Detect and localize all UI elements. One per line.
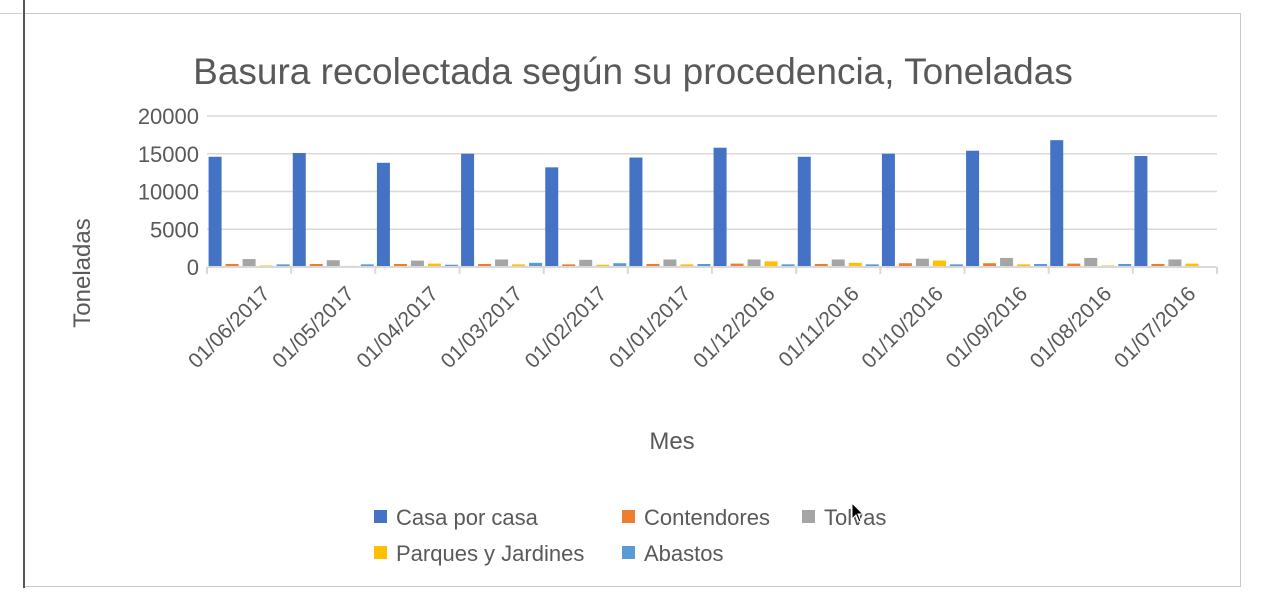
bar [1168, 259, 1182, 267]
bar [276, 264, 290, 267]
bar [1185, 263, 1199, 267]
x-tick-label: 01/06/2017 [184, 282, 275, 373]
bar [1034, 263, 1048, 267]
bar [292, 152, 306, 267]
x-axis-label: Mes [649, 428, 694, 455]
x-tick-label: 01/02/2017 [521, 282, 612, 373]
bar [242, 259, 256, 267]
bar [865, 264, 879, 267]
x-axis-tick-labels: 01/06/201701/05/201701/04/201701/03/2017… [184, 282, 1200, 373]
bar [529, 262, 543, 267]
bar [848, 262, 862, 267]
y-tick-label: 15000 [138, 142, 199, 167]
bar [1084, 257, 1098, 267]
x-axis [206, 266, 1218, 274]
bar [1017, 264, 1031, 267]
bar [713, 147, 727, 267]
bar [512, 264, 526, 267]
bar [814, 263, 828, 267]
bar [730, 263, 744, 267]
bar [461, 153, 475, 267]
legend-label: Casa por casa [396, 505, 539, 530]
bar [831, 259, 845, 267]
bar [966, 150, 980, 267]
x-tick-label: 01/01/2017 [605, 282, 696, 373]
x-tick-label: 01/05/2017 [268, 282, 359, 373]
bar [393, 263, 407, 267]
bar [764, 261, 778, 267]
x-tick-label: 01/09/2016 [942, 282, 1033, 373]
legend-swatch [622, 510, 635, 523]
bar [797, 156, 811, 267]
sheet-gridline [0, 13, 22, 14]
legend-swatch [622, 546, 635, 559]
bar [427, 263, 441, 267]
bar [680, 264, 694, 267]
bar [410, 260, 424, 267]
x-tick-label: 01/12/2016 [689, 282, 780, 373]
bar [360, 264, 374, 267]
bar [1151, 263, 1165, 267]
bar [495, 259, 509, 267]
y-axis-label: Toneladas [69, 218, 96, 327]
bar [545, 167, 559, 267]
gridlines [207, 115, 1217, 230]
bar [1050, 140, 1064, 267]
chart-svg: Basura recolectada según su procedencia,… [69, 51, 1218, 566]
y-tick-label: 0 [187, 255, 199, 280]
bar [444, 264, 458, 267]
x-tick-label: 01/08/2016 [1026, 282, 1117, 373]
sheet-left-border [23, 0, 25, 588]
bar [646, 263, 660, 267]
bar [629, 157, 643, 267]
bar [613, 263, 627, 267]
legend-label: Abastos [644, 541, 724, 566]
bar [697, 263, 711, 267]
x-tick-label: 01/04/2017 [352, 282, 443, 373]
y-tick-label: 20000 [138, 104, 199, 129]
bar [1067, 263, 1081, 267]
x-tick-label: 01/11/2016 [774, 282, 863, 371]
legend-swatch [802, 510, 815, 523]
x-tick-label: 01/03/2017 [437, 282, 528, 373]
legend-swatch [374, 546, 387, 559]
x-tick-label: 01/07/2016 [1110, 282, 1201, 373]
bar [309, 263, 323, 267]
x-tick-label: 01/10/2016 [857, 282, 948, 373]
y-tick-label: 5000 [150, 217, 199, 242]
legend-swatch [374, 510, 387, 523]
bar [596, 264, 610, 267]
bar [1118, 263, 1132, 267]
bar [915, 258, 929, 267]
mouse-pointer-icon [851, 502, 865, 523]
bar [478, 263, 492, 267]
bar [1134, 156, 1148, 267]
y-axis-tick-labels: 0 5000 10000 15000 20000 [138, 104, 199, 280]
bar [781, 264, 795, 267]
bar [225, 263, 239, 267]
bar [376, 162, 390, 267]
bar [1000, 257, 1014, 267]
bar [881, 153, 895, 267]
bar [579, 259, 593, 267]
bar [949, 264, 963, 267]
bar [747, 259, 761, 267]
bar [983, 263, 997, 267]
bar [208, 156, 222, 267]
bars [208, 140, 1199, 267]
bar [663, 259, 677, 267]
chart-container[interactable]: Basura recolectada según su procedencia,… [25, 13, 1241, 587]
chart-title: Basura recolectada según su procedencia,… [193, 51, 1073, 92]
bar [932, 260, 946, 267]
bar [326, 260, 340, 267]
legend-label: Contendores [644, 505, 770, 530]
bar [898, 263, 912, 267]
y-tick-label: 10000 [138, 180, 199, 205]
bar [562, 264, 576, 267]
legend-label: Parques y Jardines [396, 541, 584, 566]
